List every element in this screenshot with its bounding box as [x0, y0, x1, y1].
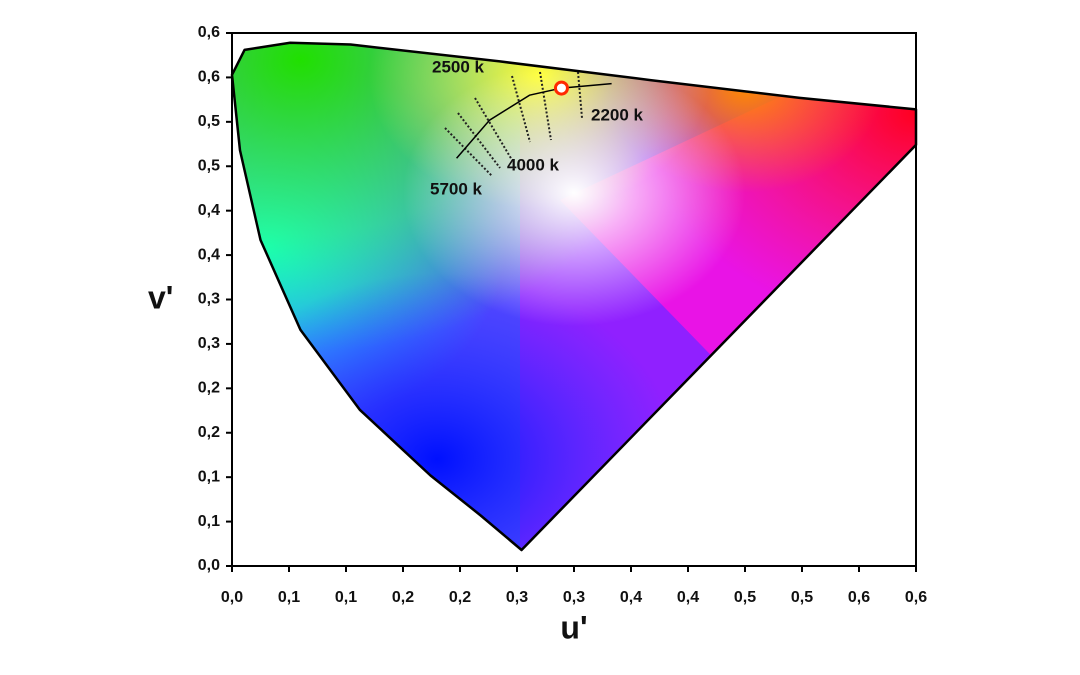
x-tick-label: 0,5	[734, 589, 756, 606]
gamut-fill	[232, 42, 916, 551]
y-tick-label: 0,4	[198, 246, 220, 263]
cct-label: 5700 k	[430, 179, 483, 198]
y-tick-label: 0,3	[198, 335, 220, 352]
y-tick-label: 0,2	[198, 380, 220, 397]
x-tick-label: 0,1	[335, 589, 357, 606]
x-tick-label: 0,6	[848, 589, 870, 606]
y-tick-label: 0,6	[198, 69, 220, 86]
x-tick-label: 0,4	[677, 589, 699, 606]
y-tick-label: 0,5	[198, 113, 220, 130]
y-axis-label: v'	[148, 279, 173, 315]
x-tick-label: 0,6	[905, 589, 927, 606]
planckian-locus	[456, 82, 612, 159]
y-tick-label: 0,1	[198, 513, 220, 530]
y-tick-label: 0,6	[198, 24, 220, 41]
x-tick-label: 0,2	[392, 589, 414, 606]
x-tick-label: 0,0	[221, 589, 243, 606]
x-tick-label: 0,3	[563, 589, 585, 606]
cct-label: 2500 k	[432, 57, 485, 76]
cct-label: 2200 k	[591, 105, 644, 124]
y-tick-label: 0,0	[198, 557, 220, 574]
y-tick-label: 0,5	[198, 157, 220, 174]
x-tick-label: 0,2	[449, 589, 471, 606]
x-tick-label: 0,5	[791, 589, 813, 606]
measured-point	[553, 80, 569, 96]
isotherms	[444, 71, 583, 177]
x-tick-label: 0,3	[506, 589, 528, 606]
spectral-locus	[230, 41, 918, 552]
x-axis-label: u'	[560, 609, 587, 645]
y-tick-label: 0,4	[198, 202, 220, 219]
y-tick-label: 0,2	[198, 424, 220, 441]
y-tick-label: 0,3	[198, 291, 220, 308]
y-tick-label: 0,1	[198, 468, 220, 485]
cct-label: 4000 k	[507, 155, 560, 174]
x-tick-label: 0,4	[620, 589, 642, 606]
x-tick-label: 0,1	[278, 589, 300, 606]
